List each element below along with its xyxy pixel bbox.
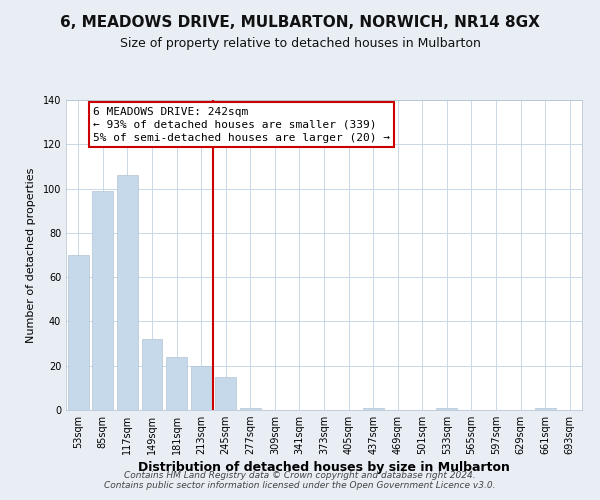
Bar xyxy=(92,191,113,410)
Bar xyxy=(215,377,236,410)
Bar xyxy=(240,408,261,410)
Text: 6 MEADOWS DRIVE: 242sqm
← 93% of detached houses are smaller (339)
5% of semi-de: 6 MEADOWS DRIVE: 242sqm ← 93% of detache… xyxy=(93,106,390,143)
Y-axis label: Number of detached properties: Number of detached properties xyxy=(26,168,35,342)
Bar xyxy=(142,339,163,410)
Bar xyxy=(117,176,138,410)
Text: Size of property relative to detached houses in Mulbarton: Size of property relative to detached ho… xyxy=(119,38,481,51)
Bar xyxy=(68,255,89,410)
Bar xyxy=(362,408,383,410)
Bar xyxy=(535,408,556,410)
Text: Contains HM Land Registry data © Crown copyright and database right 2024.
Contai: Contains HM Land Registry data © Crown c… xyxy=(104,470,496,490)
Bar xyxy=(166,357,187,410)
Bar xyxy=(436,408,457,410)
Text: 6, MEADOWS DRIVE, MULBARTON, NORWICH, NR14 8GX: 6, MEADOWS DRIVE, MULBARTON, NORWICH, NR… xyxy=(60,15,540,30)
Bar xyxy=(191,366,212,410)
X-axis label: Distribution of detached houses by size in Mulbarton: Distribution of detached houses by size … xyxy=(138,462,510,474)
